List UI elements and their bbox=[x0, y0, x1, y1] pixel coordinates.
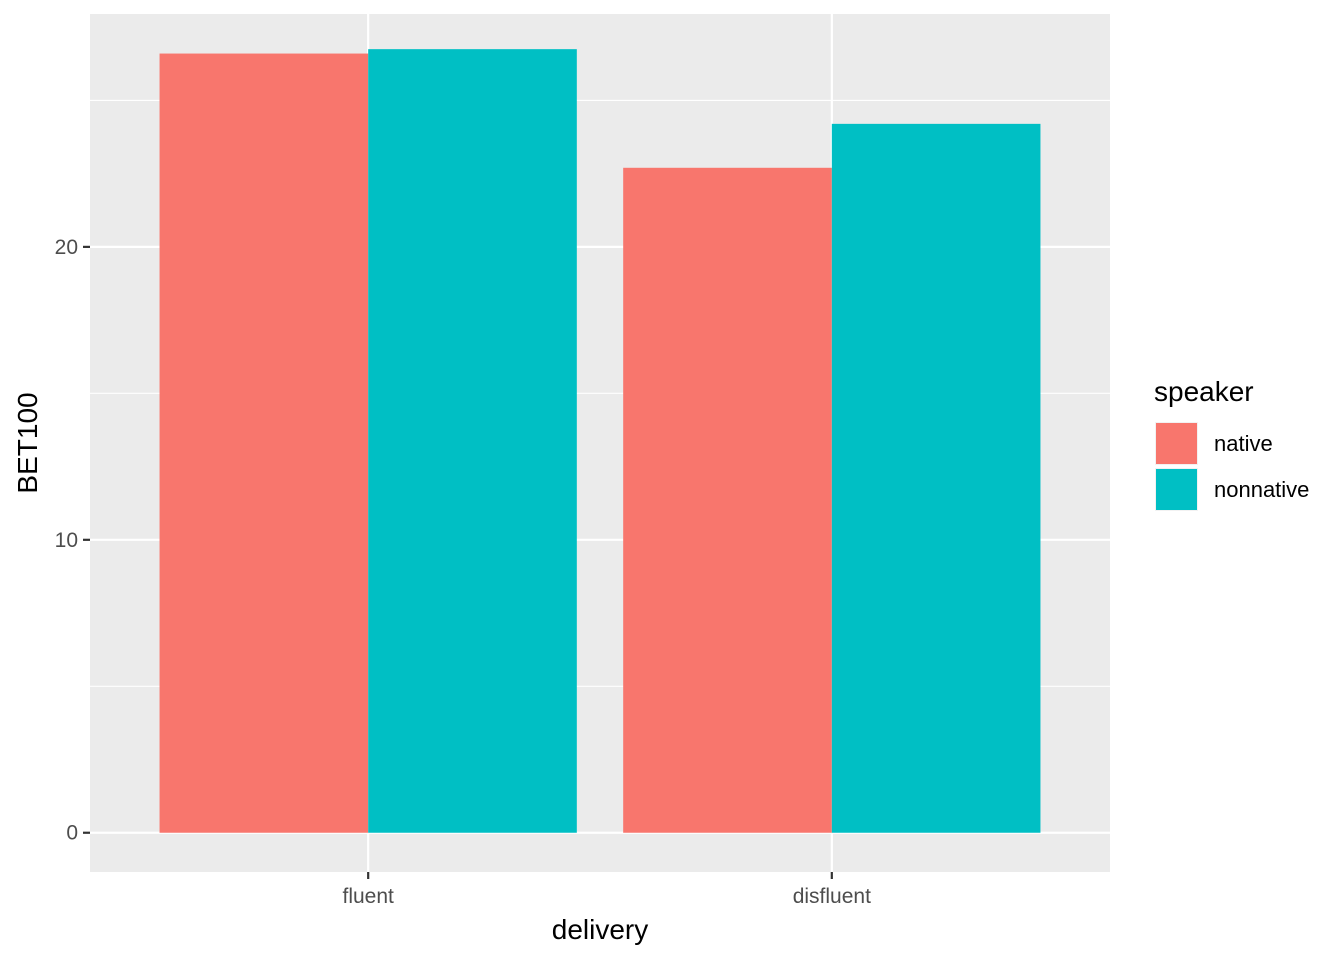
y-tick-label: 10 bbox=[55, 529, 78, 552]
legend-swatch-nonnative bbox=[1156, 469, 1197, 510]
x-axis-title: delivery bbox=[552, 914, 648, 945]
x-axis: fluent disfluent bbox=[342, 872, 871, 908]
bar-nonnative-fluent bbox=[368, 49, 577, 833]
legend-label-native: native bbox=[1214, 431, 1273, 456]
bar-native-disfluent bbox=[623, 167, 832, 833]
bars-group bbox=[159, 49, 1041, 833]
x-tick-label: fluent bbox=[342, 885, 394, 908]
legend-title: speaker bbox=[1154, 376, 1254, 407]
y-axis: 0 10 20 bbox=[55, 236, 90, 845]
bar-native-fluent bbox=[159, 53, 369, 833]
legend: speaker native nonnative bbox=[1154, 376, 1309, 511]
x-tick-label: disfluent bbox=[793, 885, 871, 908]
y-tick-label: 20 bbox=[55, 236, 78, 259]
legend-label-nonnative: nonnative bbox=[1214, 477, 1309, 502]
y-tick-label: 0 bbox=[66, 822, 78, 845]
bar-nonnative-disfluent bbox=[831, 123, 1041, 833]
legend-swatch-native bbox=[1156, 423, 1197, 464]
y-axis-title: BET100 bbox=[12, 392, 43, 493]
